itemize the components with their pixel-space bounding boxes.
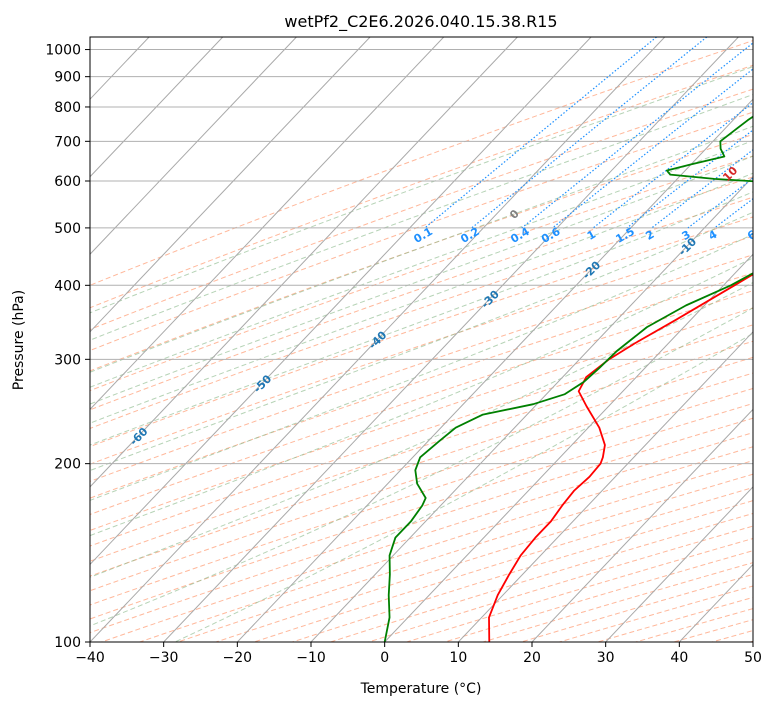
x-tick-label: −30	[149, 650, 179, 666]
mixing-ratio-label: 4	[706, 228, 719, 243]
y-tick-label: 1000	[45, 43, 81, 59]
dry-adiabat-line	[90, 216, 753, 448]
dry-adiabat-line	[406, 537, 753, 642]
dry-adiabat-line	[90, 324, 753, 547]
dry-adiabat-line	[90, 40, 753, 286]
isotherm-label: -30	[479, 288, 502, 311]
isotherm-line	[0, 37, 2, 642]
dry-adiabat-line	[90, 235, 753, 465]
x-axis-title: Temperature (°C)	[360, 681, 482, 697]
isotherm-label: -40	[366, 328, 389, 351]
dry-adiabat-line	[90, 340, 753, 562]
y-tick-label: 200	[54, 457, 81, 473]
isotherm-line	[384, 253, 753, 642]
isotherm-line	[90, 37, 224, 178]
isotherm-line	[457, 331, 753, 642]
y-tick-label: 700	[54, 134, 81, 150]
x-tick-label: −10	[296, 650, 326, 666]
isotherm-line	[236, 98, 753, 642]
dry-adiabat-line	[750, 640, 753, 642]
dry-adiabat-line	[90, 387, 753, 606]
isotherm-label: -50	[251, 372, 274, 395]
isotherm-line	[163, 37, 739, 642]
isotherm-line	[90, 37, 666, 642]
dry-adiabat-line	[292, 500, 753, 642]
axes: −40 −30 −20 −10 0 10 20 30 40 5010009008007006005…	[45, 43, 762, 666]
dry-adiabat-line	[482, 562, 753, 642]
dry-adiabat-line	[90, 356, 753, 577]
moist-adiabat-line	[90, 172, 753, 424]
dry-adiabat-line	[90, 307, 753, 531]
isotherm-line	[752, 641, 753, 642]
plot-lines	[383, 115, 753, 642]
moist-adiabat-line	[174, 332, 753, 642]
isotherm-line	[90, 37, 592, 566]
moist-adiabat-line	[90, 139, 753, 388]
x-tick-label: −40	[75, 650, 105, 666]
x-tick-label: 40	[670, 650, 688, 666]
mixing-ratio-line	[471, 37, 708, 229]
isotherm-line	[90, 37, 297, 256]
y-tick-label: 600	[54, 174, 81, 190]
mixing-ratio-label: 1	[585, 228, 598, 243]
mixing-ratio-label: 2	[643, 228, 656, 243]
x-tick-label: 30	[597, 650, 615, 666]
x-tick-label: 20	[523, 650, 541, 666]
plot-labels: -100-90-80-70-60-50-40-30-20-100.10.20.4…	[5, 164, 758, 499]
dry-adiabat-line	[90, 417, 753, 634]
dry-adiabat-line	[90, 64, 753, 309]
dry-adiabat-line	[90, 133, 753, 372]
isotherm-label: -60	[127, 425, 150, 448]
dry-adiabat-line	[90, 272, 753, 499]
mixing-ratio-label: 6	[745, 228, 758, 243]
dry-adiabat-line	[90, 290, 753, 516]
mixing-ratio-line	[626, 129, 753, 229]
x-tick-label: −20	[223, 650, 253, 666]
moist-adiabat-line	[90, 155, 753, 405]
y-tick-label: 300	[54, 352, 81, 368]
x-tick-label: 0	[380, 650, 389, 666]
mixing-ratio-line	[753, 37, 775, 228]
dry-adiabat-line	[90, 196, 753, 429]
y-tick-label: 400	[54, 278, 81, 294]
y-tick-label: 900	[54, 70, 81, 86]
dry-adiabat-line	[139, 446, 753, 642]
dry-adiabat-line	[215, 473, 753, 642]
dry-adiabat-line	[90, 88, 753, 331]
moist-adiabat-line	[90, 233, 753, 501]
plot-background	[0, 37, 775, 642]
isotherm-line	[310, 176, 753, 642]
y-axis-title: Pressure (hPa)	[11, 290, 27, 390]
isotherm-line	[678, 563, 753, 642]
dry-adiabat-line	[673, 619, 753, 642]
moist-adiabat-line	[90, 257, 753, 537]
mixing-ratio-line	[552, 68, 753, 229]
y-tick-label: 500	[54, 221, 81, 237]
isotherm-line	[531, 408, 753, 642]
isotherm-label: -20	[580, 258, 603, 281]
isotherm-label: -70	[5, 476, 28, 499]
x-tick-label: 10	[449, 650, 467, 666]
dewpoint-profile	[383, 115, 753, 642]
mixing-ratio-line	[651, 149, 753, 229]
dry-adiabat-line	[90, 372, 753, 592]
moist-adiabat-line	[90, 93, 753, 341]
temperature-profile	[488, 273, 753, 642]
chart-title: wetPf2_C2E6.2026.040.15.38.R15	[284, 12, 557, 32]
mixing-ratio-line	[424, 37, 657, 229]
mixing-ratio-line	[592, 101, 753, 229]
isotherm-line	[90, 37, 518, 488]
moist-adiabat-line	[90, 65, 753, 314]
y-tick-label: 100	[54, 635, 81, 651]
plot-frame	[89, 36, 754, 643]
isotherm-line	[90, 37, 445, 411]
x-tick-label: 50	[744, 650, 762, 666]
moist-adiabat-label: 0	[507, 207, 522, 222]
y-tick-label: 800	[54, 100, 81, 116]
isotherm-line	[605, 486, 753, 642]
isotherm-line	[90, 37, 371, 333]
